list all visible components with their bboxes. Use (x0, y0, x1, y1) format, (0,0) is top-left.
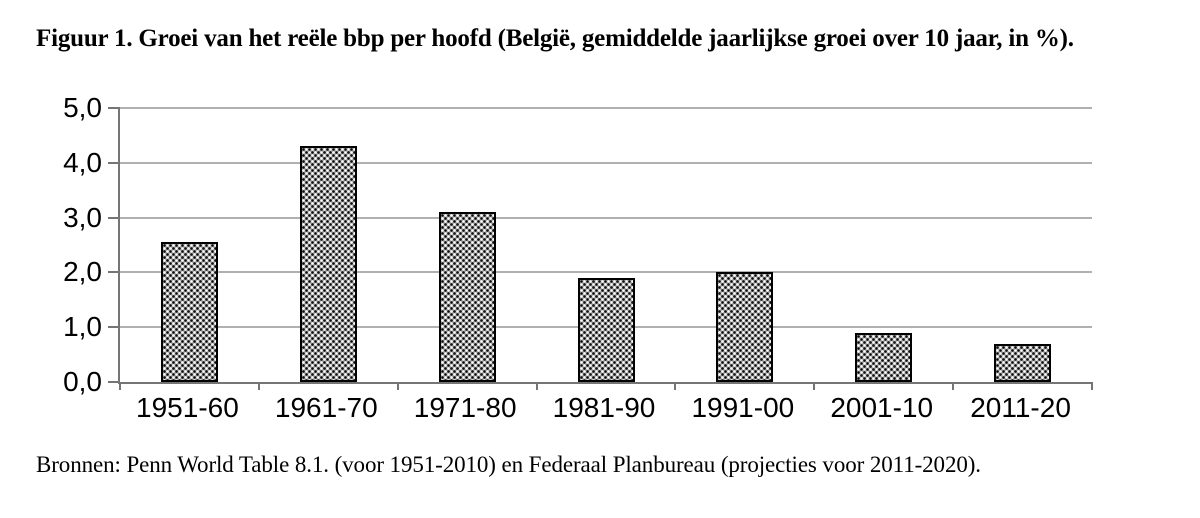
y-tick (108, 271, 120, 274)
bar-1971-80 (438, 212, 496, 382)
y-tick-label: 5,0 (63, 92, 102, 123)
x-boundary-tick (396, 382, 399, 390)
bar-1981-90 (577, 277, 635, 382)
x-axis-label: 2011-20 (970, 392, 1071, 423)
x-boundary-tick (119, 382, 121, 390)
bar-1991-00 (716, 272, 774, 382)
y-axis-labels: 0,0 1,0 2,0 3,0 4,0 5,0 (0, 93, 102, 397)
source-note: Bronnen: Penn World Table 8.1. (voor 195… (36, 452, 981, 477)
plot-area (108, 107, 1093, 390)
bar-1961-70 (299, 146, 357, 382)
figure-title: Figuur 1. Groei van het reële bbp per ho… (36, 25, 1074, 52)
y-tick-label: 2,0 (63, 256, 102, 288)
x-boundary-tick (257, 382, 260, 390)
x-axis-label: 1981-90 (552, 392, 656, 423)
y-tick (108, 161, 120, 164)
x-axis-label: 1961-70 (274, 392, 378, 423)
x-axis-label: 2001-10 (830, 392, 934, 423)
x-boundary-tick (813, 382, 816, 390)
y-tick (108, 107, 120, 109)
x-axis-label: 1991-00 (691, 392, 795, 423)
x-axis-label: 1951-60 (136, 392, 239, 423)
x-boundary-tick (674, 382, 677, 390)
gridline-4,0 (120, 161, 1092, 164)
bar-2011-20 (994, 343, 1052, 382)
x-boundary-tick (952, 382, 955, 390)
x-axis-labels: 1951-60 1961-70 1971-80 1981-90 1991-00 2001-… (118, 391, 1090, 427)
x-axis-label: 1971-80 (413, 392, 517, 423)
y-tick (108, 216, 120, 219)
y-tick-label: 3,0 (63, 201, 102, 233)
y-tick (108, 326, 120, 329)
bar-1951-60 (160, 242, 218, 382)
gridline-3,0 (120, 216, 1092, 219)
y-tick-label: 4,0 (63, 146, 102, 178)
bar-2001-10 (855, 332, 913, 382)
gridline-2,0 (120, 271, 1092, 274)
y-tick (108, 381, 120, 383)
y-tick-label: 1,0 (63, 311, 102, 343)
y-tick-label: 0,0 (63, 366, 102, 397)
x-boundary-tick (535, 382, 538, 390)
x-boundary-tick (1091, 382, 1093, 390)
gridline-5,0 (120, 107, 1092, 109)
